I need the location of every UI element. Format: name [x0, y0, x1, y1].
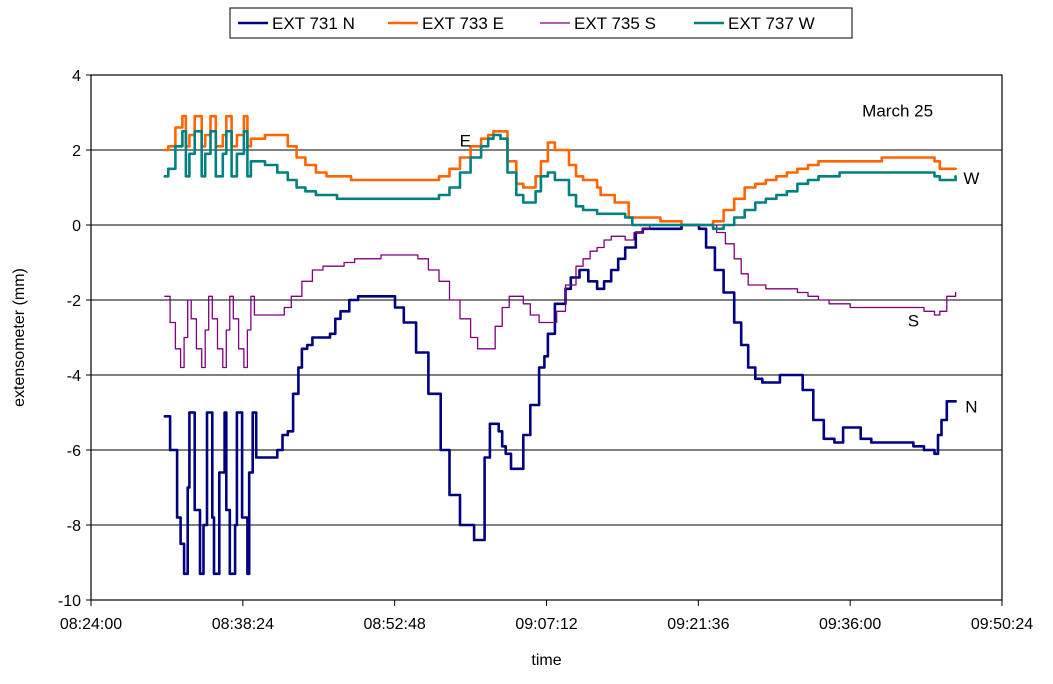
y-axis: -10 -8 -6 -4 -2 0 2 4	[58, 68, 91, 610]
x-axis: 08:24:00 08:38:24 08:52:48 09:07:12 09:21:36…	[60, 600, 1033, 633]
x-axis-title: time	[531, 652, 561, 669]
y-axis-title: extensometer (mm)	[11, 268, 28, 407]
y-tick-label: -6	[67, 443, 81, 460]
x-tick-label: 09:36:00	[819, 616, 881, 633]
series-layer	[163, 114, 957, 576]
legend-label: EXT 735 S	[574, 14, 656, 33]
annotation: W	[963, 169, 979, 188]
y-tick-label: -10	[58, 593, 81, 610]
x-tick-label: 09:50:24	[971, 616, 1033, 633]
y-tick-label: 2	[72, 143, 81, 160]
x-tick-label: 09:07:12	[515, 616, 577, 633]
x-tick-label: 08:24:00	[60, 616, 122, 633]
series-line-4	[163, 130, 957, 231]
y-tick-label: -2	[67, 293, 81, 310]
series-line-1	[163, 223, 957, 576]
annotation: E	[460, 131, 471, 150]
y-tick-label: 4	[72, 68, 81, 85]
y-tick-label: -4	[67, 368, 81, 385]
x-tick-label: 09:21:36	[667, 616, 729, 633]
x-tick-label: 08:52:48	[364, 616, 426, 633]
legend-label: EXT 733 E	[422, 14, 504, 33]
y-tick-label: 0	[72, 218, 81, 235]
annotations: March 25 E W S N	[460, 101, 980, 416]
annotation: N	[965, 398, 977, 417]
annotation: S	[908, 311, 919, 330]
annotation: March 25	[862, 101, 933, 120]
legend: EXT 731 N EXT 733 E EXT 735 S EXT 737 W	[229, 7, 853, 39]
x-tick-label: 08:38:24	[212, 616, 274, 633]
series-line-3	[164, 224, 957, 369]
y-tick-label: -8	[67, 518, 81, 535]
legend-label: EXT 731 N	[272, 14, 355, 33]
legend-label: EXT 737 W	[728, 14, 815, 33]
series-line-2	[163, 114, 957, 227]
